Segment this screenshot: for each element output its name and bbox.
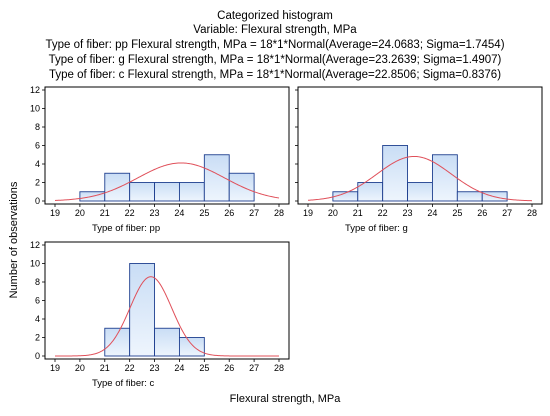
x-tick-label: 27: [249, 363, 259, 373]
x-tick-label: 19: [50, 363, 60, 373]
y-axis-label: Number of observations: [8, 181, 20, 298]
y-tick-label: 12: [30, 85, 40, 95]
y-tick-label: 2: [35, 333, 40, 343]
histogram-bar: [382, 145, 409, 202]
y-tick-label: 0: [35, 351, 40, 361]
x-tick-label: 28: [274, 363, 284, 373]
x-tick-label: 20: [328, 208, 338, 218]
x-tick-label: 23: [150, 208, 160, 218]
chart-title: Categorized histogram: [217, 10, 333, 22]
x-tick-label: 24: [174, 363, 184, 373]
y-tick-label: 10: [30, 259, 40, 269]
y-tick-label: 8: [35, 277, 40, 287]
y-tick-label: 0: [35, 196, 40, 206]
histogram-bar: [154, 327, 180, 357]
x-tick-label: 27: [249, 208, 259, 218]
x-tick-label: 23: [403, 208, 413, 218]
y-tick-label: 4: [35, 314, 40, 324]
x-tick-label: 25: [452, 208, 462, 218]
fit-line-g: Type of fiber: g Flexural strength, MPa …: [48, 54, 502, 66]
x-tick-label: 26: [224, 363, 234, 373]
y-tick-label: 10: [30, 104, 40, 114]
histogram-bar: [104, 172, 131, 202]
histogram-bar: [178, 182, 205, 202]
y-tick-label: 8: [35, 122, 40, 132]
normal-fit-curve: [55, 276, 279, 357]
histogram-bar: [129, 263, 156, 357]
x-tick-label: 28: [274, 208, 284, 218]
histogram-bar: [431, 154, 458, 202]
normal-fit-curve: [307, 155, 533, 202]
x-tick-label: 24: [427, 208, 437, 218]
histogram-bar: [456, 191, 483, 202]
histogram-bar: [104, 327, 131, 357]
x-tick-label: 28: [527, 208, 537, 218]
histogram-bar: [154, 182, 180, 202]
panel-label: Type of fiber: c: [92, 378, 155, 389]
y-tick-label: 4: [35, 159, 40, 169]
x-tick-label: 21: [100, 208, 110, 218]
panel-label: Type of fiber: pp: [92, 223, 160, 234]
histogram-bar: [178, 337, 205, 357]
fit-line-pp: Type of fiber: pp Flexural strength, MPa…: [45, 39, 505, 51]
x-tick-label: 25: [199, 208, 209, 218]
x-tick-label: 21: [353, 208, 363, 218]
x-tick-label: 27: [502, 208, 512, 218]
x-tick-label: 26: [477, 208, 487, 218]
x-tick-label: 22: [125, 363, 135, 373]
histogram-bar: [407, 182, 433, 202]
panel-label: Type of fiber: g: [345, 223, 408, 234]
x-tick-label: 21: [100, 363, 110, 373]
x-tick-label: 25: [199, 363, 209, 373]
y-tick-label: 6: [35, 141, 40, 151]
x-tick-label: 22: [378, 208, 388, 218]
x-tick-label: 20: [75, 363, 85, 373]
chart-subtitle: Variable: Flexural strength, MPa: [193, 24, 357, 36]
x-tick-label: 20: [75, 208, 85, 218]
x-tick-label: 24: [174, 208, 184, 218]
x-axis-label: Flexural strength, MPa: [230, 393, 342, 405]
histogram-panel-2: 19 20 21 22 23 24 25 26 27 28 Type of fiber: g: [295, 86, 543, 234]
histogram-bar: [129, 182, 156, 202]
y-tick-label: 2: [35, 178, 40, 188]
y-tick-label: 12: [30, 240, 40, 250]
x-tick-label: 26: [224, 208, 234, 218]
x-tick-label: 23: [150, 363, 160, 373]
y-tick-label: 6: [35, 296, 40, 306]
x-tick-label: 19: [303, 208, 313, 218]
x-tick-label: 22: [125, 208, 135, 218]
normal-fit-curve: [54, 162, 280, 201]
x-tick-label: 19: [50, 208, 60, 218]
fit-line-c: Type of fiber: c Flexural strength, MPa …: [48, 69, 502, 81]
